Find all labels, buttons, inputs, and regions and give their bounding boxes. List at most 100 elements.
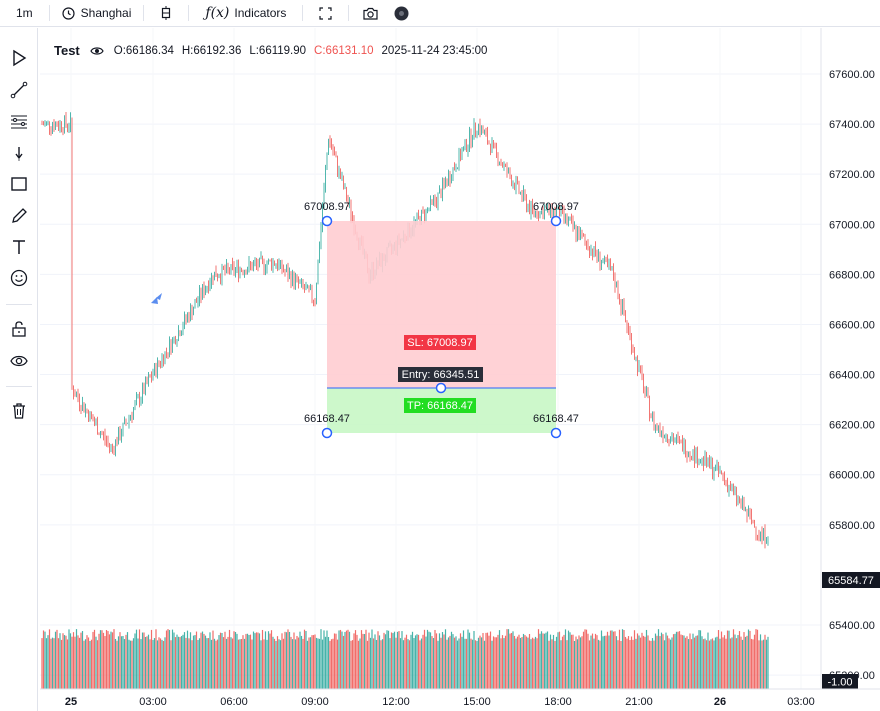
interval-button[interactable]: 1m xyxy=(0,0,45,27)
volume-bar xyxy=(261,629,264,689)
left-toolbar xyxy=(0,28,38,711)
volume-bar xyxy=(606,631,609,689)
volume-bar xyxy=(65,635,67,689)
stop-loss-zone[interactable] xyxy=(327,221,556,388)
volume-bar xyxy=(132,638,135,689)
volume-bar xyxy=(353,633,355,689)
volume-bar xyxy=(620,640,622,689)
emoji-tool-button[interactable] xyxy=(6,266,32,292)
volume-bar xyxy=(302,638,304,689)
volume-bar xyxy=(408,640,411,689)
indicators-button[interactable]: ƒ(x) Indicators xyxy=(193,0,298,27)
volume-bar xyxy=(236,633,238,689)
entry-badge xyxy=(398,367,483,382)
volume-bar xyxy=(228,629,231,689)
volume-bar xyxy=(158,637,160,689)
volume-bar xyxy=(150,629,153,689)
volume-bar xyxy=(591,633,594,689)
volume-bar xyxy=(473,630,475,689)
brush-tool-button[interactable] xyxy=(6,204,32,230)
volume-bar xyxy=(432,638,435,689)
volume-bar xyxy=(701,636,703,689)
volume-bar xyxy=(500,638,502,689)
volume-bar xyxy=(249,634,252,689)
volume-bar xyxy=(314,634,316,689)
lock-button[interactable] xyxy=(6,317,32,343)
price-tick-label: 65800.00 xyxy=(829,520,875,532)
volume-bar xyxy=(197,639,199,689)
volume-bar xyxy=(497,634,499,689)
volume-bar xyxy=(93,629,96,689)
volume-bar xyxy=(530,639,532,689)
volume-bar xyxy=(414,635,417,689)
handle-bottom-left[interactable] xyxy=(321,427,333,439)
cursor-tool-button[interactable] xyxy=(6,46,32,72)
volume-bar xyxy=(299,631,301,689)
volume-bar xyxy=(434,629,436,689)
volume-bar xyxy=(648,640,651,689)
trendline-tool-button[interactable] xyxy=(6,78,32,104)
volume-bar xyxy=(554,640,556,689)
delete-drawings-button[interactable] xyxy=(6,399,32,425)
volume-bar xyxy=(525,636,528,689)
volume-bar xyxy=(392,633,394,689)
volume-bar xyxy=(725,638,727,689)
volume-bar xyxy=(290,636,292,689)
volume-bar xyxy=(635,638,637,689)
screenshot-button[interactable] xyxy=(353,0,388,27)
volume-bar xyxy=(366,640,369,689)
fib-tool-button[interactable] xyxy=(6,109,32,135)
top-right-price-label: 67008.97 xyxy=(533,201,579,213)
volume-bar xyxy=(378,635,381,689)
arrow-marker-icon[interactable] xyxy=(151,293,162,304)
high-value: H:66192.36 xyxy=(181,44,242,57)
volume-bar xyxy=(747,629,750,689)
handle-bottom-right[interactable] xyxy=(550,427,562,439)
arrow-tool-button[interactable] xyxy=(6,141,32,167)
volume-bar xyxy=(239,639,241,689)
record-button[interactable] xyxy=(388,0,415,27)
chart-type-button[interactable] xyxy=(148,0,184,27)
timezone-button[interactable]: Shanghai xyxy=(54,0,140,27)
volume-bar xyxy=(477,637,480,689)
visibility-button[interactable] xyxy=(6,349,32,375)
volume-bar xyxy=(296,635,298,689)
volume-bar xyxy=(350,640,352,689)
volume-bar xyxy=(80,632,82,689)
volume-bar xyxy=(248,634,250,689)
sl-badge xyxy=(404,335,476,350)
eye-icon[interactable] xyxy=(90,46,104,56)
volume-bar xyxy=(759,634,762,689)
position-tool[interactable]: 67008.97 67008.97 66168.47 66168.47 SL: … xyxy=(304,201,579,439)
volume-bar xyxy=(401,631,403,689)
rectangle-tool-button[interactable] xyxy=(6,172,32,198)
volume-bar xyxy=(297,637,300,689)
volume-bar xyxy=(203,633,205,689)
time-tick-label: 03:00 xyxy=(139,696,167,708)
volume-bar xyxy=(293,632,295,689)
volume-bar xyxy=(549,634,552,689)
price-tick-label: 67200.00 xyxy=(829,169,875,181)
volume-bar xyxy=(572,634,574,689)
handle-top-left[interactable] xyxy=(321,215,333,227)
price-tick-label: 67000.00 xyxy=(829,219,875,231)
volume-bar xyxy=(729,638,732,689)
volume-bar xyxy=(651,638,654,689)
handle-entry[interactable] xyxy=(435,382,447,394)
eye-icon xyxy=(10,352,28,373)
volume-bar xyxy=(597,639,600,689)
handle-top-right[interactable] xyxy=(550,215,562,227)
volume-bar xyxy=(569,632,571,689)
volume-bar xyxy=(99,630,102,689)
volume-bar xyxy=(603,635,606,689)
text-icon xyxy=(10,238,28,259)
volume-bar xyxy=(57,638,60,689)
text-tool-button[interactable] xyxy=(6,235,32,261)
fullscreen-button[interactable] xyxy=(307,0,344,27)
volume-bar xyxy=(446,639,448,689)
volume-bar xyxy=(221,633,223,689)
symbol-name[interactable]: Test xyxy=(54,43,80,58)
volume-bar xyxy=(483,640,486,689)
